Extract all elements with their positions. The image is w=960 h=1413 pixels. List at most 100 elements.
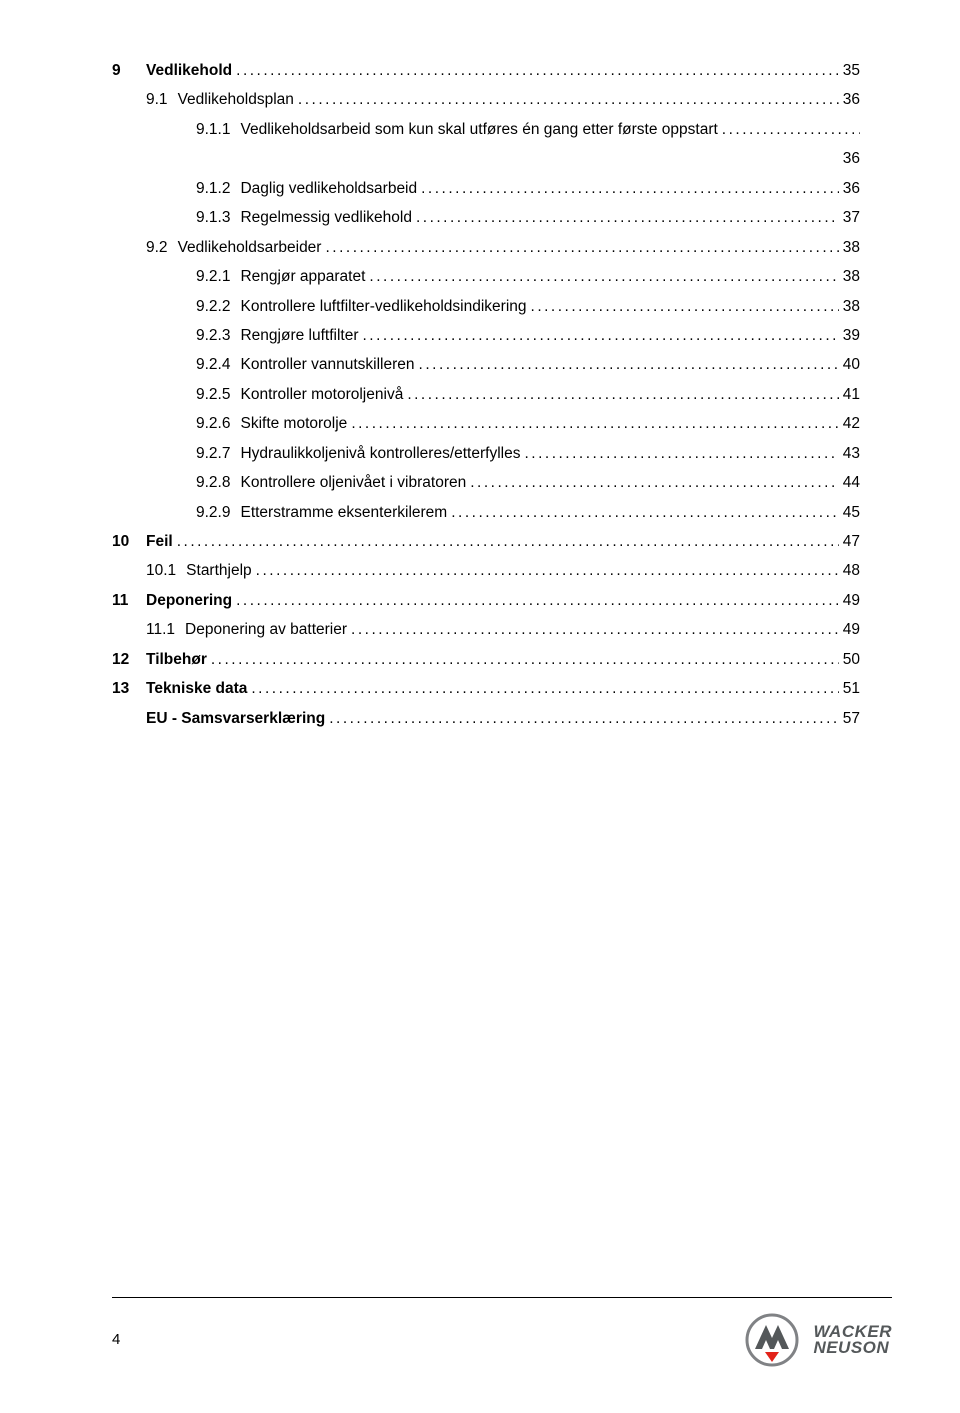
toc-title: Regelmessig vedlikehold xyxy=(240,203,411,232)
toc-number: 9.2.5 xyxy=(196,380,240,409)
toc-title: Feil xyxy=(146,527,173,556)
toc-page: 49 xyxy=(839,586,860,615)
toc-page: 45 xyxy=(839,498,860,527)
toc-title: Rengjør apparatet xyxy=(240,262,365,291)
toc-page: 39 xyxy=(839,321,860,350)
toc-title: Rengjøre luftfilter xyxy=(240,321,358,350)
toc-entry: 10.1Starthjelp 48 xyxy=(112,556,860,585)
toc-leader-dots xyxy=(447,498,839,527)
toc-number: 9.1.3 xyxy=(196,203,240,232)
toc-entry: 9.2.9Etterstramme eksenterkilerem 45 xyxy=(112,498,860,527)
toc-title: Starthjelp xyxy=(186,556,251,585)
toc-entry: 9.1.3Regelmessig vedlikehold 37 xyxy=(112,203,860,232)
toc-entry: 9.1.1Vedlikeholdsarbeid som kun skal utf… xyxy=(112,115,860,144)
toc-number: 9.2.6 xyxy=(196,409,240,438)
toc-entry: 9.2.4Kontroller vannutskilleren40 xyxy=(112,350,860,379)
brand-line-2: NEUSON xyxy=(813,1340,892,1356)
page-content: 9Vedlikehold 359.1Vedlikeholdsplan369.1.1… xyxy=(0,0,960,733)
toc-entry: 10Feil47 xyxy=(112,527,860,556)
toc-entry: 9.2.3Rengjøre luftfilter 39 xyxy=(112,321,860,350)
toc-number: 11.1 xyxy=(146,615,185,644)
toc-number: 12 xyxy=(112,645,146,674)
toc-leader-dots xyxy=(412,203,839,232)
toc-leader-dots xyxy=(466,468,839,497)
brand-logo: WACKER NEUSON xyxy=(745,1313,892,1367)
toc-number: 9.1.1 xyxy=(196,115,240,144)
toc-page: 36 xyxy=(839,174,860,203)
toc-leader-dots xyxy=(325,704,839,733)
toc-leader-dots xyxy=(252,556,839,585)
toc-leader-dots xyxy=(718,115,860,144)
toc-page: 48 xyxy=(839,556,860,585)
toc-page: 38 xyxy=(839,233,860,262)
toc-entry: 9.2.1Rengjør apparatet 38 xyxy=(112,262,860,291)
logo-icon xyxy=(745,1313,799,1367)
toc-number: 13 xyxy=(112,674,146,703)
toc-title: Kontroller vannutskilleren xyxy=(240,350,414,379)
toc-entry-continuation: 36 xyxy=(112,144,860,173)
toc-number: 9.2.2 xyxy=(196,292,240,321)
toc-page: 43 xyxy=(839,439,860,468)
toc-leader-dots xyxy=(232,56,839,85)
toc-page: 57 xyxy=(839,704,860,733)
toc-title: Vedlikehold xyxy=(146,56,232,85)
toc-entry: 9Vedlikehold 35 xyxy=(112,56,860,85)
toc-entry: 9.2.5Kontroller motoroljenivå41 xyxy=(112,380,860,409)
toc-number: 9.1.2 xyxy=(196,174,240,203)
toc-page: 42 xyxy=(839,409,860,438)
toc-number: 9 xyxy=(112,56,146,85)
toc-leader-dots xyxy=(247,674,838,703)
toc-entry: 9.2.6Skifte motorolje42 xyxy=(112,409,860,438)
toc-leader-dots xyxy=(365,262,838,291)
toc-title: Kontrollere oljenivået i vibratoren xyxy=(240,468,466,497)
toc-number: 9.2.7 xyxy=(196,439,240,468)
toc-title: EU - Samsvarserklæring xyxy=(146,704,325,733)
toc-leader-dots xyxy=(527,292,839,321)
toc-entry: 9.2.8Kontrollere oljenivået i vibratoren… xyxy=(112,468,860,497)
toc-page: 49 xyxy=(839,615,860,644)
toc-entry: 9.1Vedlikeholdsplan36 xyxy=(112,85,860,114)
toc-leader-dots xyxy=(403,380,838,409)
toc-number: 9.2.9 xyxy=(196,498,240,527)
page-footer: 4 WACKER NEUSON xyxy=(112,1297,892,1369)
toc-leader-dots xyxy=(173,527,839,556)
table-of-contents: 9Vedlikehold 359.1Vedlikeholdsplan369.1.1… xyxy=(112,56,860,733)
toc-title: Tilbehør xyxy=(146,645,207,674)
toc-leader-dots xyxy=(415,350,839,379)
toc-page: 36 xyxy=(839,144,860,173)
toc-title: Kontroller motoroljenivå xyxy=(240,380,403,409)
toc-entry: EU - Samsvarserklæring 57 xyxy=(112,704,860,733)
toc-leader-dots xyxy=(207,645,839,674)
toc-entry: 11.1Deponering av batterier49 xyxy=(112,615,860,644)
toc-page: 40 xyxy=(839,350,860,379)
toc-title: Tekniske data xyxy=(146,674,247,703)
toc-title: Deponering xyxy=(146,586,232,615)
toc-number: 9.2.3 xyxy=(196,321,240,350)
toc-page: 37 xyxy=(839,203,860,232)
toc-page: 44 xyxy=(839,468,860,497)
toc-page: 38 xyxy=(839,262,860,291)
toc-number: 11 xyxy=(112,586,146,615)
toc-title: Vedlikeholdsarbeid som kun skal utføres … xyxy=(240,115,717,144)
toc-leader-dots xyxy=(294,85,839,114)
toc-leader-dots xyxy=(359,321,839,350)
toc-number: 9.2.1 xyxy=(196,262,240,291)
toc-number: 9.2.8 xyxy=(196,468,240,497)
toc-entry: 12Tilbehør50 xyxy=(112,645,860,674)
toc-page: 35 xyxy=(839,56,860,85)
page-number: 4 xyxy=(112,1331,120,1348)
toc-leader-dots xyxy=(347,409,838,438)
toc-title: Etterstramme eksenterkilerem xyxy=(240,498,447,527)
toc-entry: 13Tekniske data51 xyxy=(112,674,860,703)
toc-entry: 11Deponering 49 xyxy=(112,586,860,615)
toc-entry: 9.2Vedlikeholdsarbeider38 xyxy=(112,233,860,262)
toc-entry: 9.2.7Hydraulikkoljenivå kontrolleres/ett… xyxy=(112,439,860,468)
toc-title: Vedlikeholdsarbeider xyxy=(178,233,322,262)
brand-text: WACKER NEUSON xyxy=(813,1324,892,1355)
toc-page: 36 xyxy=(839,85,860,114)
toc-page: 47 xyxy=(839,527,860,556)
toc-entry: 9.1.2Daglig vedlikeholdsarbeid 36 xyxy=(112,174,860,203)
toc-page: 38 xyxy=(839,292,860,321)
toc-number: 10.1 xyxy=(146,556,186,585)
toc-title: Daglig vedlikeholdsarbeid xyxy=(240,174,417,203)
